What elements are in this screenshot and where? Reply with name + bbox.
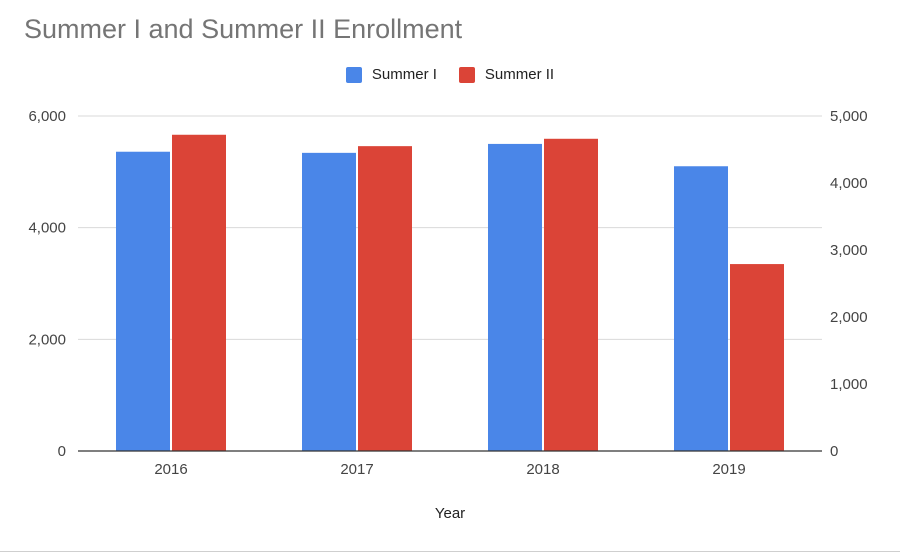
legend-label-summer-1: Summer I — [371, 66, 437, 83]
legend-item-summer-1[interactable]: Summer I — [345, 66, 437, 83]
y-tick-label-right: 2,000 — [830, 309, 868, 326]
legend-swatch-summer-2 — [458, 66, 475, 83]
chart-title: Summer I and Summer II Enrollment — [24, 14, 463, 44]
x-tick-label: 2016 — [154, 461, 187, 478]
bar-summer-1[interactable] — [302, 152, 356, 451]
y-tick-label-right: 4,000 — [830, 175, 868, 192]
legend-item-summer-2[interactable]: Summer II — [458, 66, 555, 83]
bar-summer-2[interactable] — [358, 146, 412, 451]
bar-summer-2[interactable] — [172, 134, 226, 451]
x-tick-label: 2018 — [526, 461, 559, 478]
x-axis-title: Year — [434, 505, 466, 522]
bar-summer-1[interactable] — [488, 143, 542, 451]
y-tick-label-left: 6,000 — [28, 108, 66, 125]
bar-summer-2[interactable] — [544, 138, 598, 451]
y-tick-label-right: 5,000 — [830, 108, 868, 125]
legend-label-summer-2: Summer II — [484, 66, 555, 83]
y-tick-label-right: 3,000 — [830, 242, 868, 259]
x-tick-label: 2017 — [340, 461, 373, 478]
legend: Summer I Summer II — [0, 66, 900, 83]
bar-summer-2[interactable] — [730, 264, 784, 451]
legend-swatch-summer-1 — [345, 66, 362, 83]
y-tick-label-right: 0 — [830, 443, 838, 460]
x-tick-label: 2019 — [712, 461, 745, 478]
bar-summer-1[interactable] — [674, 166, 728, 451]
y-tick-label-left: 2,000 — [28, 331, 66, 348]
bar-summer-1[interactable] — [116, 151, 170, 451]
y-tick-label-right: 1,000 — [830, 376, 868, 393]
bottom-divider — [0, 551, 900, 552]
y-tick-label-left: 0 — [58, 443, 66, 460]
y-tick-label-left: 4,000 — [28, 220, 66, 237]
